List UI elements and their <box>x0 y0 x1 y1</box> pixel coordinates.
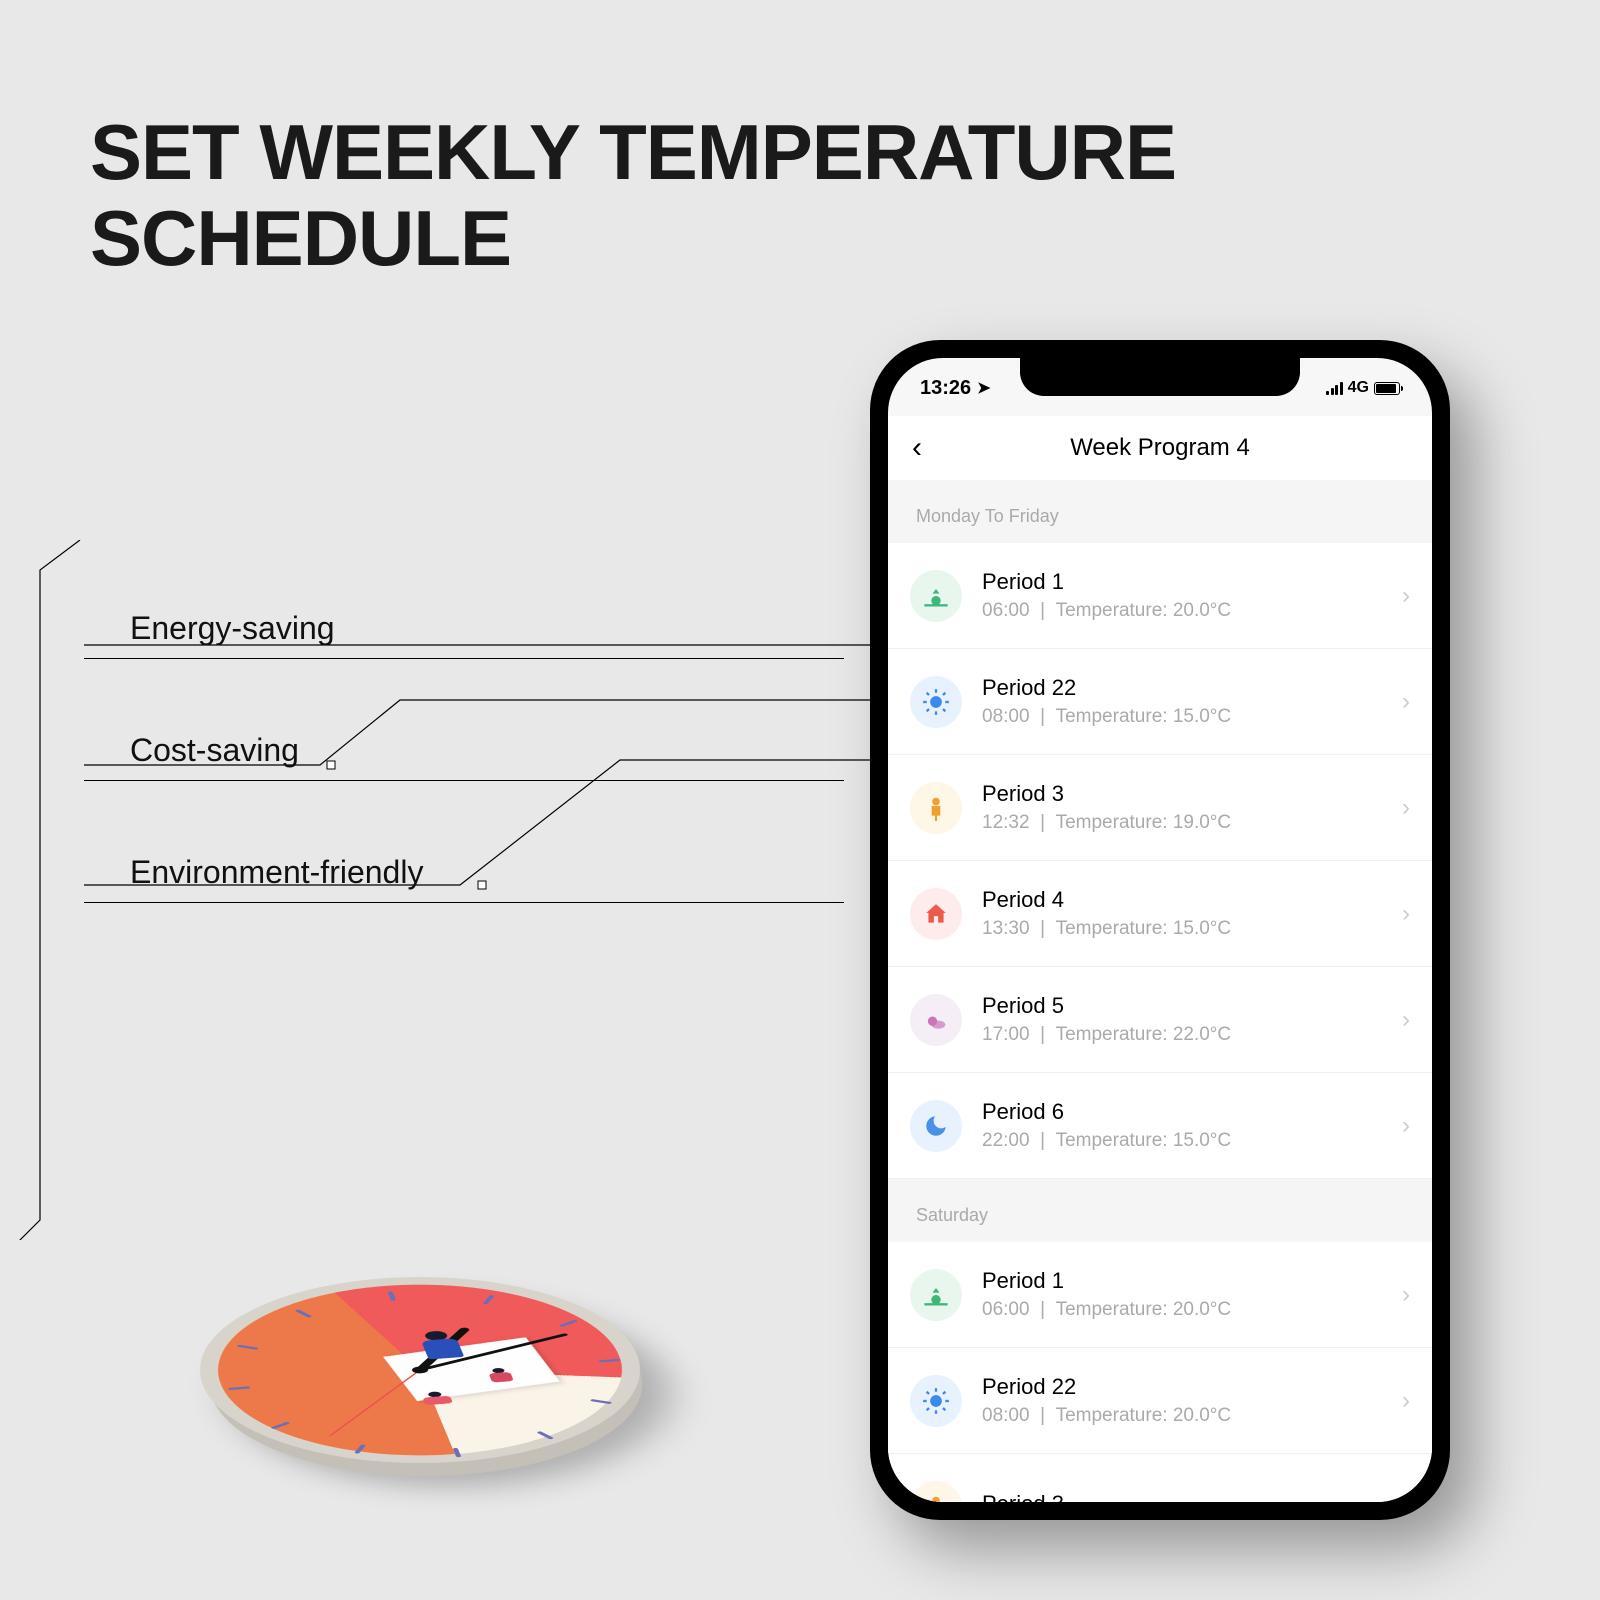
period-row[interactable]: Period 22 08:00 | Temperature: 15.0°C › <box>888 649 1432 755</box>
sunrise-icon <box>910 570 962 622</box>
chevron-right-icon: › <box>1402 1387 1410 1415</box>
feature-environment: Environment-friendly <box>130 854 423 891</box>
phone-mockup: 13:26 ➤ 4G ‹ Week Program 4 Monday To Fr… <box>870 340 1450 1520</box>
section-label: Monday To Friday <box>888 480 1432 543</box>
period-subtitle: 06:00 | Temperature: 20.0°C <box>982 600 1402 622</box>
period-row[interactable]: Period 1 06:00 | Temperature: 20.0°C › <box>888 543 1432 649</box>
moon-icon <box>910 1100 962 1152</box>
phone-notch <box>1020 358 1300 396</box>
chevron-right-icon: › <box>1402 900 1410 928</box>
period-subtitle: 12:32 | Temperature: 19.0°C <box>982 812 1402 834</box>
network-label: 4G <box>1348 379 1369 397</box>
app-body[interactable]: Monday To Friday Period 1 06:00 | Temper… <box>888 480 1432 1502</box>
period-title: Period 4 <box>982 887 1402 913</box>
chevron-right-icon: › <box>1402 1112 1410 1140</box>
period-row[interactable]: Period 6 22:00 | Temperature: 15.0°C › <box>888 1073 1432 1179</box>
period-title: Period 3 <box>982 1491 1402 1502</box>
sun-icon <box>910 676 962 728</box>
period-title: Period 1 <box>982 1268 1402 1294</box>
sun-icon <box>910 1375 962 1427</box>
period-title: Period 22 <box>982 675 1402 701</box>
headline: SET WEEKLY TEMPERATURE SCHEDULE <box>90 110 1176 282</box>
status-time: 13:26 <box>920 377 971 400</box>
chevron-right-icon: › <box>1402 688 1410 716</box>
period-title: Period 6 <box>982 1099 1402 1125</box>
headline-line1: SET WEEKLY TEMPERATURE <box>90 110 1176 196</box>
period-subtitle: 22:00 | Temperature: 15.0°C <box>982 1130 1402 1152</box>
sunset-icon <box>910 994 962 1046</box>
feature-list: Energy-saving Cost-saving Environment-fr… <box>130 610 423 976</box>
phone-screen: 13:26 ➤ 4G ‹ Week Program 4 Monday To Fr… <box>888 358 1432 1502</box>
app-title: Week Program 4 <box>1070 434 1250 462</box>
period-row[interactable]: Period 3 › <box>888 1454 1432 1502</box>
period-row[interactable]: Period 3 12:32 | Temperature: 19.0°C › <box>888 755 1432 861</box>
period-subtitle: 08:00 | Temperature: 20.0°C <box>982 1405 1402 1427</box>
period-subtitle: 08:00 | Temperature: 15.0°C <box>982 706 1402 728</box>
period-row[interactable]: Period 22 08:00 | Temperature: 20.0°C › <box>888 1348 1432 1454</box>
location-icon: ➤ <box>977 378 990 398</box>
chevron-right-icon: › <box>1402 1281 1410 1309</box>
back-button[interactable]: ‹ <box>912 431 922 465</box>
period-row[interactable]: Period 1 06:00 | Temperature: 20.0°C › <box>888 1242 1432 1348</box>
period-title: Period 5 <box>982 993 1402 1019</box>
period-row[interactable]: Period 5 17:00 | Temperature: 22.0°C › <box>888 967 1432 1073</box>
app-header: ‹ Week Program 4 <box>888 416 1432 480</box>
sunrise-icon <box>910 1269 962 1321</box>
period-subtitle: 13:30 | Temperature: 15.0°C <box>982 918 1402 940</box>
period-title: Period 1 <box>982 569 1402 595</box>
section-label: Saturday <box>888 1179 1432 1242</box>
signal-icon <box>1326 381 1343 395</box>
chevron-right-icon: › <box>1402 1006 1410 1034</box>
chevron-right-icon: › <box>1402 794 1410 822</box>
feature-energy: Energy-saving <box>130 610 423 647</box>
clock-illustration <box>200 1150 680 1450</box>
battery-icon <box>1374 382 1400 395</box>
home-icon <box>910 888 962 940</box>
period-title: Period 3 <box>982 781 1402 807</box>
person-icon <box>910 1481 962 1503</box>
period-title: Period 22 <box>982 1374 1402 1400</box>
chevron-right-icon: › <box>1402 1493 1410 1503</box>
period-subtitle: 06:00 | Temperature: 20.0°C <box>982 1299 1402 1321</box>
headline-line2: SCHEDULE <box>90 196 1176 282</box>
feature-cost: Cost-saving <box>130 732 423 769</box>
period-subtitle: 17:00 | Temperature: 22.0°C <box>982 1024 1402 1046</box>
person-icon <box>910 782 962 834</box>
chevron-right-icon: › <box>1402 582 1410 610</box>
period-row[interactable]: Period 4 13:30 | Temperature: 15.0°C › <box>888 861 1432 967</box>
